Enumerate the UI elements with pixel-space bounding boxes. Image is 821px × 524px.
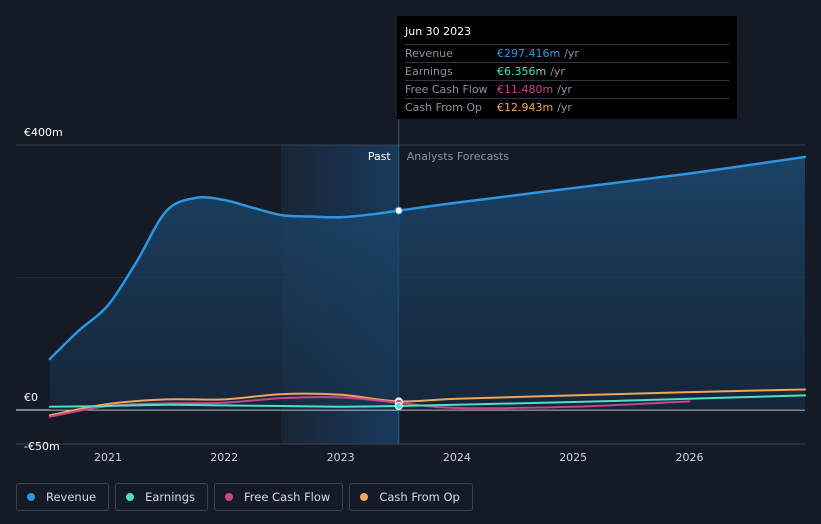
legend-label: Earnings — [145, 490, 195, 504]
x-tick-label: 2021 — [94, 451, 122, 464]
y-axis-label: €400m — [24, 126, 63, 139]
legend-label: Free Cash Flow — [244, 490, 331, 504]
tooltip-value: €6.356m — [497, 65, 547, 78]
past-label: Past — [368, 150, 392, 163]
legend-item-earnings[interactable]: Earnings — [115, 483, 208, 511]
tooltip-label: Revenue — [405, 47, 453, 60]
legend-item-free-cash-flow[interactable]: Free Cash Flow — [214, 483, 344, 511]
tooltip-unit: /yr — [564, 47, 579, 60]
legend: Revenue Earnings Free Cash Flow Cash From O… — [16, 483, 473, 511]
x-tick-label: 2023 — [327, 451, 355, 464]
legend-dot-icon — [126, 493, 135, 501]
y-axis-label: -€50m — [24, 440, 60, 453]
earnings-marker — [394, 402, 403, 411]
legend-dot-icon — [360, 493, 369, 501]
legend-item-revenue[interactable]: Revenue — [16, 483, 110, 511]
free-cash-flow-line — [48, 396, 691, 418]
tooltip-unit: /yr — [550, 65, 565, 78]
earnings-line — [48, 394, 806, 408]
legend-item-cash-from-op[interactable]: Cash From Op — [349, 483, 473, 511]
tooltip-row: Free Cash Flow €11.480m/yr — [405, 80, 729, 98]
x-tick-label: 2024 — [443, 451, 471, 464]
tooltip-value: €12.943m — [497, 101, 554, 114]
revenue-marker — [394, 206, 403, 215]
tooltip-date: Jun 30 2023 — [405, 25, 472, 38]
tooltip: Jun 30 2023 Revenue €297.416m/yr Earnings €… — [397, 16, 737, 119]
revenue-line — [48, 155, 807, 361]
tooltip-label: Cash From Op — [405, 101, 483, 114]
revenue-area — [49, 156, 806, 410]
tooltip-label: Free Cash Flow — [405, 83, 488, 96]
tooltip-value: €297.416m — [497, 47, 561, 60]
legend-label: Cash From Op — [379, 490, 460, 504]
forecast-label: Analysts Forecasts — [407, 150, 510, 163]
tooltip-row: Cash From Op €12.943m/yr — [405, 98, 729, 116]
cash-from-op-line — [48, 388, 806, 417]
tooltip-row: Revenue €297.416m/yr — [405, 44, 729, 62]
legend-dot-icon — [27, 493, 35, 501]
x-tick-label: 2026 — [676, 451, 704, 464]
x-tick-label: 2025 — [559, 451, 587, 464]
x-tick-label: 2022 — [210, 451, 238, 464]
tooltip-unit: /yr — [557, 83, 572, 96]
tooltip-value: €11.480m — [497, 83, 554, 96]
legend-dot-icon — [225, 493, 233, 501]
tooltip-label: Earnings — [405, 65, 453, 78]
legend-label: Revenue — [46, 490, 97, 504]
tooltip-unit: /yr — [557, 101, 572, 114]
tooltip-row: Earnings €6.356m/yr — [405, 62, 729, 80]
y-axis-label: €0 — [24, 391, 38, 404]
